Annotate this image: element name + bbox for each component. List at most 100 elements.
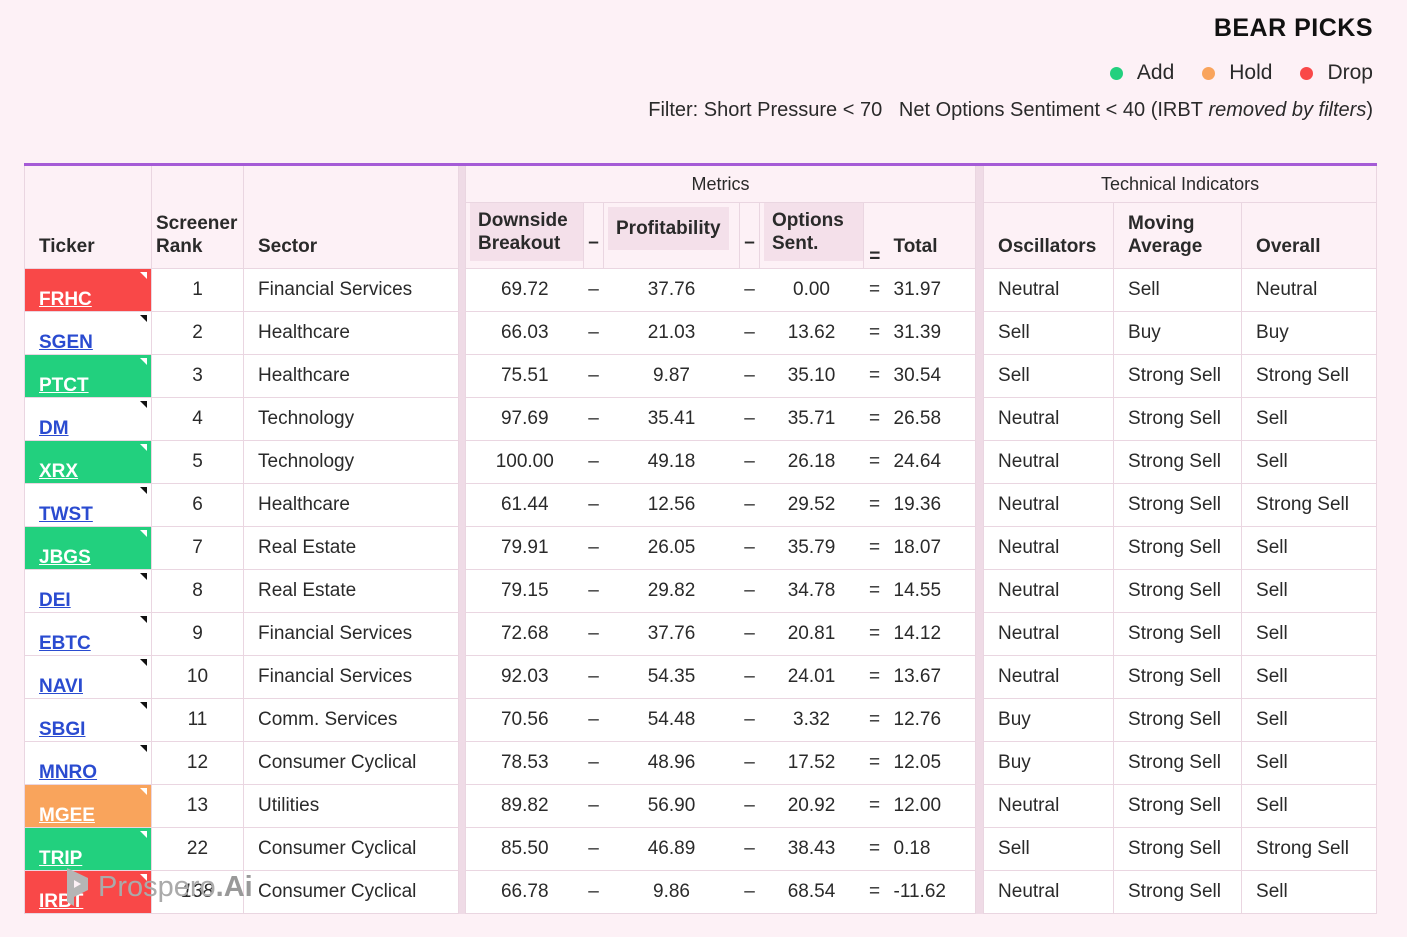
gap	[975, 164, 985, 269]
downside: 69.72	[465, 268, 584, 312]
overall: Strong Sell	[1241, 483, 1378, 527]
legend-dot	[1300, 66, 1314, 80]
profitability: 48.96	[603, 741, 740, 785]
gap	[975, 655, 985, 699]
operator: –	[739, 870, 760, 914]
table-row: DEI 8 Real Estate 79.15–29.82–34.78 = 14.55 Ne…	[24, 569, 1378, 613]
sector: Real Estate	[243, 526, 459, 570]
sector: Technology	[243, 397, 459, 441]
oscillators: Neutral	[983, 483, 1115, 527]
ticker-link[interactable]: JBGS	[39, 547, 91, 568]
options: 34.78	[759, 569, 864, 613]
gap	[458, 741, 466, 785]
profitability: 9.86	[603, 870, 740, 914]
overall: Sell	[1241, 526, 1378, 570]
status-marker	[140, 315, 147, 322]
rank: 4	[151, 397, 244, 441]
filter-part: Filter: Short Pressure < 70	[648, 99, 883, 121]
header-text: Profitability	[608, 207, 729, 250]
total: 31.97	[885, 268, 976, 312]
gap	[458, 440, 466, 484]
options: 29.52	[759, 483, 864, 527]
downside: 97.69	[465, 397, 584, 441]
ticker-cell: PTCT	[24, 354, 152, 398]
total: -11.62	[885, 870, 976, 914]
status-marker	[140, 788, 147, 795]
gap	[975, 612, 985, 656]
status-marker	[140, 358, 147, 365]
ticker-link[interactable]: TRIP	[39, 848, 83, 869]
moving-average: Strong Sell	[1113, 397, 1243, 441]
ticker-link[interactable]: FRHC	[39, 289, 92, 310]
operator: –	[739, 483, 760, 527]
group-header: Technical Indicators	[983, 164, 1378, 203]
ticker-link[interactable]: DEI	[39, 590, 71, 611]
oscillators: Neutral	[983, 784, 1115, 828]
downside: 70.56	[465, 698, 584, 742]
ticker-link[interactable]: NAVI	[39, 676, 83, 697]
sector: Healthcare	[243, 354, 459, 398]
ticker-link[interactable]: SGEN	[39, 332, 93, 353]
ticker-link[interactable]: MGEE	[39, 805, 95, 826]
moving-average: Strong Sell	[1113, 741, 1243, 785]
rank: 12	[151, 741, 244, 785]
ticker-link[interactable]: EBTC	[39, 633, 91, 654]
filter-text: Filter: Short Pressure < 70 Net Options …	[648, 99, 1373, 122]
oscillators: Neutral	[983, 397, 1115, 441]
table-row: TRIP 22 Consumer Cyclical 85.50–46.89–38.43…	[24, 827, 1378, 871]
ticker-link[interactable]: DM	[39, 418, 69, 439]
title: BEAR PICKS	[1213, 14, 1373, 42]
operator: –	[739, 526, 760, 570]
gap	[975, 698, 985, 742]
total: 13.67	[885, 655, 976, 699]
profitability: 54.48	[603, 698, 740, 742]
col-header: Total	[885, 202, 976, 269]
total: 31.39	[885, 311, 976, 355]
options: 35.71	[759, 397, 864, 441]
gap	[458, 784, 466, 828]
downside: 78.53	[465, 741, 584, 785]
moving-average: Strong Sell	[1113, 612, 1243, 656]
ticker-link[interactable]: XRX	[39, 461, 79, 482]
ticker-link[interactable]: SBGI	[39, 719, 86, 740]
overall: Buy	[1241, 311, 1378, 355]
gap	[458, 612, 466, 656]
downside: 89.82	[465, 784, 584, 828]
ticker-link[interactable]: PTCT	[39, 375, 89, 396]
operator: =	[863, 202, 886, 269]
gap	[975, 827, 985, 871]
col-header: Profitability	[603, 202, 740, 269]
operator: –	[583, 698, 604, 742]
moving-average: Strong Sell	[1113, 784, 1243, 828]
operator: –	[739, 268, 760, 312]
downside: 66.78	[465, 870, 584, 914]
ticker-cell: XRX	[24, 440, 152, 484]
rank: 9	[151, 612, 244, 656]
overall: Sell	[1241, 698, 1378, 742]
options: 24.01	[759, 655, 864, 699]
downside: 72.68	[465, 612, 584, 656]
oscillators: Neutral	[983, 268, 1115, 312]
gap	[458, 397, 466, 441]
brand: Prospero	[98, 870, 216, 903]
legend-dot	[1202, 66, 1216, 80]
ticker-link[interactable]: TWST	[39, 504, 93, 525]
rank: 1	[151, 268, 244, 312]
operator: –	[739, 397, 760, 441]
header-text: Sector	[258, 236, 318, 257]
group-header: Metrics	[464, 164, 977, 203]
options: 0.00	[759, 268, 864, 312]
ticker-link[interactable]: MNRO	[39, 762, 98, 783]
profitability: 46.89	[603, 827, 740, 871]
downside: 100.00	[465, 440, 584, 484]
downside: 92.03	[465, 655, 584, 699]
table-row: PTCT 3 Healthcare 75.51–9.87–35.10 = 30.54 Sel…	[24, 354, 1378, 398]
profitability: 37.76	[603, 612, 740, 656]
operator: =	[863, 827, 886, 871]
moving-average: Strong Sell	[1113, 827, 1243, 871]
gap	[458, 655, 466, 699]
total: 12.00	[885, 784, 976, 828]
gap	[458, 268, 466, 312]
table-row: MGEE 13 Utilities 89.82–56.90–20.92 = 12.00 Ne…	[24, 784, 1378, 828]
